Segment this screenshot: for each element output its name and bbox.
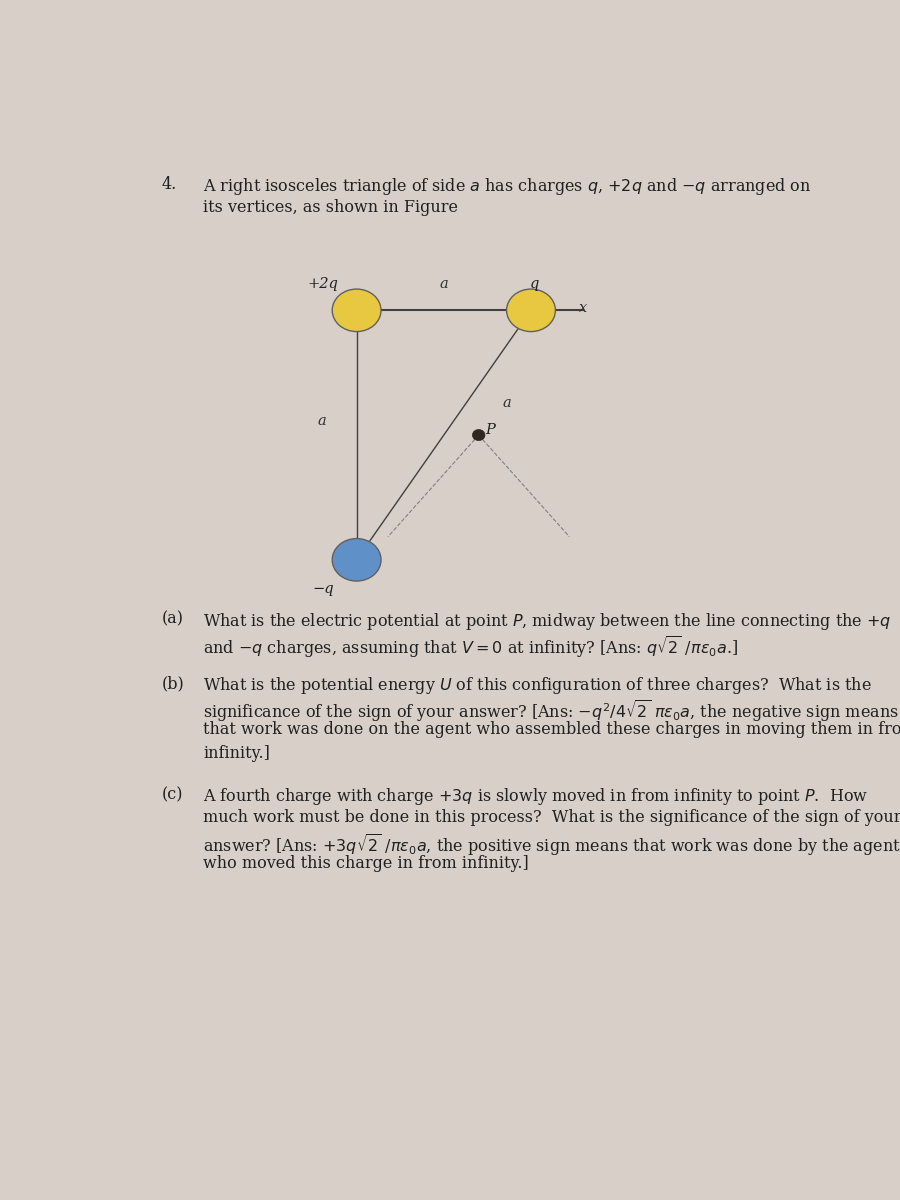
Ellipse shape	[472, 430, 485, 440]
Text: and $-q$ charges, assuming that $V = 0$ at infinity? [Ans: $q\sqrt{2}$ /$\pi\var: and $-q$ charges, assuming that $V = 0$ …	[203, 634, 738, 660]
Text: a: a	[439, 277, 448, 292]
Text: A fourth charge with charge $+3q$ is slowly moved in from infinity to point $P$.: A fourth charge with charge $+3q$ is slo…	[203, 786, 868, 808]
Text: What is the electric potential at point $P$, midway between the line connecting : What is the electric potential at point …	[203, 611, 892, 631]
Text: A right isosceles triangle of side $a$ has charges $q$, $+2q$ and $-q$ arranged : A right isosceles triangle of side $a$ h…	[203, 176, 812, 197]
Text: What is the potential energy $U$ of this configuration of three charges?  What i: What is the potential energy $U$ of this…	[203, 676, 872, 696]
Text: its vertices, as shown in Figure: its vertices, as shown in Figure	[203, 199, 458, 216]
Text: answer? [Ans: $+3q\sqrt{2}$ /$\pi\varepsilon_0 a$, the positive sign means that : answer? [Ans: $+3q\sqrt{2}$ /$\pi\vareps…	[203, 833, 900, 858]
Text: x: x	[580, 301, 588, 316]
Ellipse shape	[507, 289, 555, 331]
Text: infinity.]: infinity.]	[203, 744, 270, 762]
Text: (c): (c)	[161, 786, 183, 803]
Text: +2q: +2q	[308, 277, 338, 292]
Text: 4.: 4.	[161, 176, 176, 193]
Text: −q: −q	[312, 582, 334, 596]
Text: much work must be done in this process?  What is the significance of the sign of: much work must be done in this process? …	[203, 809, 900, 827]
Text: that work was done on the agent who assembled these charges in moving them in fr: that work was done on the agent who asse…	[203, 721, 900, 738]
Ellipse shape	[332, 289, 381, 331]
Text: significance of the sign of your answer? [Ans: $-q^2/4\sqrt{2}$ $\pi\varepsilon_: significance of the sign of your answer?…	[203, 698, 899, 725]
Text: a: a	[318, 414, 326, 428]
Ellipse shape	[332, 539, 381, 581]
Text: P: P	[485, 424, 495, 438]
Text: (a): (a)	[161, 611, 184, 628]
Text: a: a	[502, 396, 511, 409]
Text: (b): (b)	[161, 676, 184, 692]
Text: q: q	[530, 277, 539, 292]
Text: who moved this charge in from infinity.]: who moved this charge in from infinity.]	[203, 856, 529, 872]
